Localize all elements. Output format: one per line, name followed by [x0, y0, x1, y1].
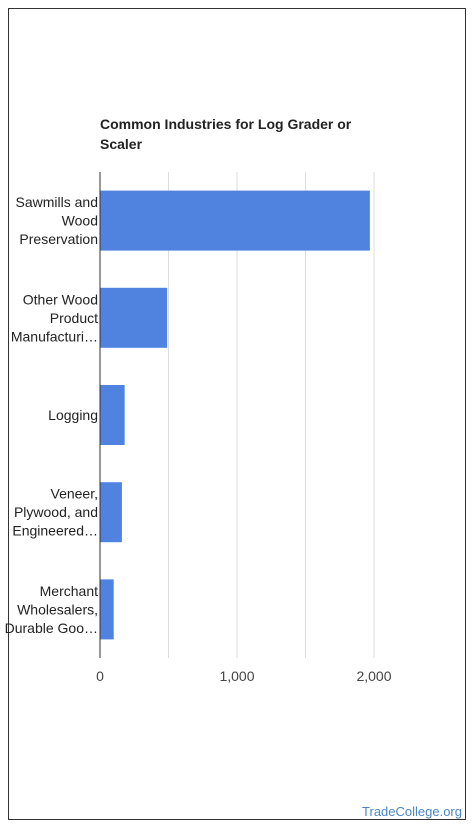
- bar[interactable]: [100, 287, 168, 348]
- category-label: Merchant Wholesalers, Durable Goo…: [5, 583, 99, 636]
- x-tick-label: 2,000: [356, 668, 391, 684]
- category-label: Veneer, Plywood, and Engineered…: [12, 486, 98, 539]
- bar[interactable]: [100, 385, 125, 445]
- source-link[interactable]: TradeCollege.org: [362, 804, 462, 819]
- category-label: Sawmills and Wood Preservation: [16, 194, 98, 247]
- x-tick-label: 1,000: [219, 668, 254, 684]
- category-label: Other Wood Product Manufacturi…: [11, 291, 98, 344]
- bar[interactable]: [100, 579, 114, 640]
- chart-title: Common Industries for Log Grader or Scal…: [100, 116, 352, 152]
- category-label: Logging: [48, 407, 98, 423]
- x-tick-label: 0: [96, 668, 104, 684]
- bar[interactable]: [100, 482, 122, 543]
- bar[interactable]: [100, 190, 370, 251]
